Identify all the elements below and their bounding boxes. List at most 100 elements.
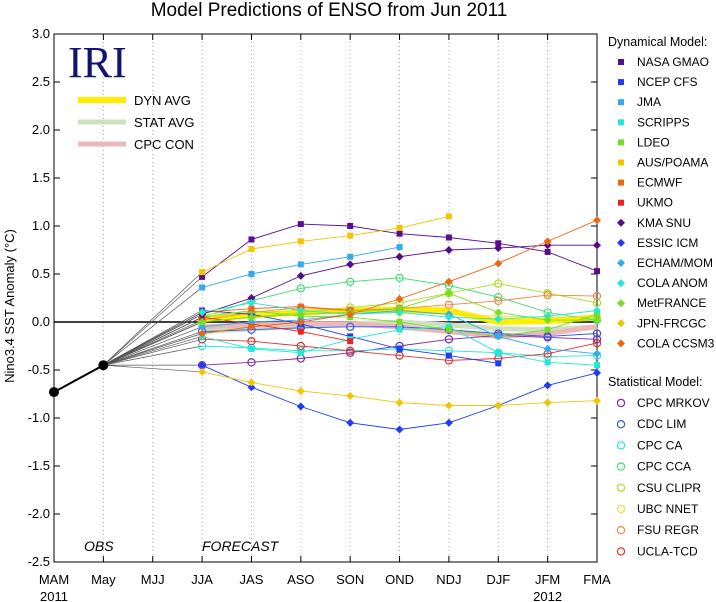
data-point-cola-ccsm3 [296,318,305,326]
x-tick-label: NDJ [436,572,461,587]
data-point-aus-poama [199,269,206,276]
observed-point [98,360,109,371]
data-point-cola-ccsm3 [198,329,207,338]
legend-marker-ldeo [618,139,624,146]
data-point-essic-icm [444,418,453,427]
legend-marker-ecmwf [618,179,624,186]
data-point-scripps [594,362,600,369]
data-point-jma [248,271,255,277]
data-point-cola-anom [494,315,503,324]
data-point-ucla-tcd [592,338,602,348]
data-point-echam-mom [543,344,552,353]
legend-label-cola-anom: COLA ANOM [637,276,708,290]
data-point-nasa-gmao [495,240,502,247]
data-point-kma-snu [593,241,601,250]
data-point-echam-mom [494,332,503,341]
data-point-jpn-frcgc [346,391,355,400]
legend-marker-echam-mom [617,259,625,267]
legend-label-nasa-gmao: NASA GMAO [637,55,709,69]
legend-label-fsu-regr: FSU REGR [637,523,699,537]
data-point-essic-icm [543,381,552,390]
legend-label-csu-clipr: CSU CLIPR [637,481,701,495]
legend-label-ubc-nnet: UBC NNET [637,502,699,516]
legend-marker-ucla-tcd [616,547,626,556]
inplot-legend-label: STAT AVG [134,115,194,130]
legend-marker-csu-clipr [616,483,626,492]
data-point-jpn-frcgc [593,396,601,405]
data-point-metfrance [247,313,256,322]
data-point-metfrance [296,310,305,319]
y-tick-label: 1.5 [32,170,50,185]
legend-marker-kma-snu [617,218,625,227]
data-point-cola-anom [593,306,601,315]
dynamical-legend-header: Dynamical Model: [608,35,707,49]
data-point-ncep-cfs [495,360,502,367]
y-tick-label: -2.5 [28,554,50,569]
legend-label-ncep-cfs: NCEP CFS [637,75,697,89]
y-tick-label: -1.0 [28,410,50,425]
x-tick-label: JFM [535,572,560,587]
y-tick-label: -1.5 [28,458,50,473]
legend-label-ucla-tcd: UCLA-TCD [637,544,698,558]
x-tick-label: MAM [39,572,69,587]
data-point-nasa-gmao [248,236,255,243]
legend-marker-essic-icm [617,238,625,247]
data-point-jma [297,261,304,268]
legend-label-metfrance: MetFRANCE [637,296,706,310]
plot-area: 3.0 2.5 2.0 1.5 1.0 0.5 0.0 -0.5 -1.0 -1.5 -2.0 -2.… [28,26,611,602]
data-point-nasa-gmao [347,223,354,229]
legend-label-scripps: SCRIPPS [637,115,690,129]
data-point-jma [396,244,403,251]
forecast-connector [103,316,203,366]
series-line-ukmo [202,316,351,342]
data-point-nasa-gmao [199,273,206,280]
x-tick-label: ASO [287,572,314,587]
data-point-jpn-frcgc [444,401,453,410]
y-tick-label: 0.0 [32,314,50,329]
legend-marker-ubc-nnet [616,504,626,514]
inplot-legend-label: DYN AVG [134,93,191,108]
data-point-ucla-tcd [345,346,355,355]
inplot-legend-label: CPC CON [134,137,194,152]
legend-marker-cpc-ca [616,441,626,450]
data-point-cdc-lim [592,329,602,338]
forecast-connector [103,271,203,366]
data-point-cpc-mrkov [247,358,256,367]
data-point-scripps [495,349,502,356]
data-point-jpn-frcgc [395,398,404,407]
data-point-jpn-frcgc [198,367,207,376]
x-tick-label: OND [385,572,414,587]
data-point-scripps [544,359,551,366]
legend-label-essic-icm: ESSIC ICM [637,236,698,250]
data-point-cola-ccsm3 [247,322,256,331]
legend-marker-cpc-cca [616,462,626,471]
data-point-essic-icm [296,402,305,411]
data-point-ukmo [347,338,354,345]
data-point-essic-icm [395,425,404,434]
data-point-metfrance [543,316,552,325]
data-point-kma-snu [296,271,305,280]
series-line-cpc-cca [201,277,598,321]
y-tick-label: 2.5 [32,74,50,89]
series-line-ecmwf [202,306,351,313]
legend-marker-aus-poama [618,159,624,166]
data-point-aus-poama [445,213,452,220]
data-point-scripps [297,349,304,356]
data-point-cpc-mrkov [444,335,454,344]
legend-label-cpc-ca: CPC CA [637,438,682,452]
series-line-aus-poama [201,215,450,273]
data-point-cola-anom [198,308,207,317]
legend-label-echam-mom: ECHAM/MOM [637,256,713,270]
data-point-nasa-gmao [594,268,600,275]
y-tick-label: -0.5 [28,362,50,377]
observed-point [49,387,59,398]
forecast-connector [103,338,203,366]
data-point-ucla-tcd [395,351,404,360]
obs-label: OBS [84,538,114,554]
x-tick-label: DJF [486,572,510,587]
data-point-fsu-regr [543,290,552,300]
forecast-connector [103,319,203,366]
data-point-ldeo [396,319,403,325]
data-point-ncep-cfs [396,345,403,352]
data-point-metfrance [494,308,503,317]
